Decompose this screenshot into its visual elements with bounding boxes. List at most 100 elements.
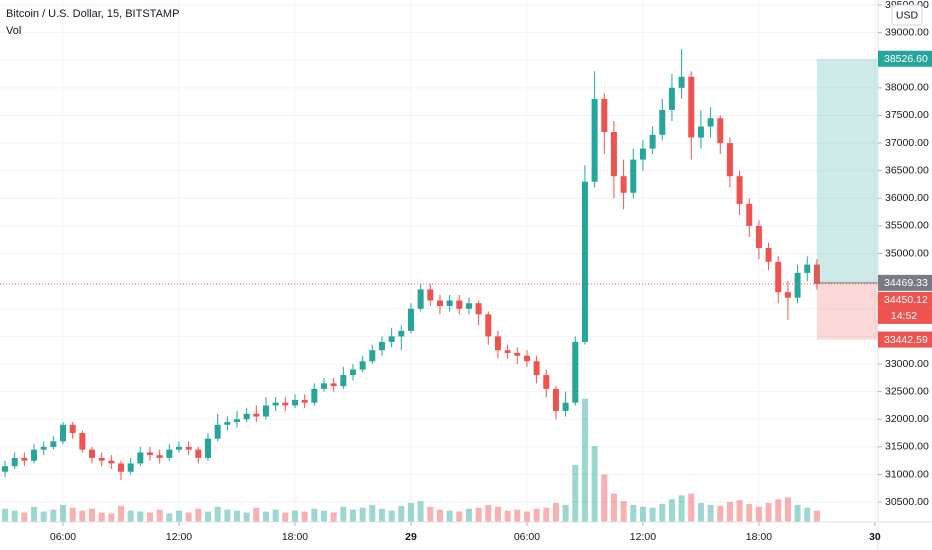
volume-bar [794, 504, 801, 522]
candle-body [79, 433, 86, 450]
y-tick-label: 36000.00 [885, 192, 929, 204]
volume-bar [40, 511, 47, 522]
candle-body [562, 402, 569, 411]
candle-body [340, 375, 347, 387]
volume-bar [784, 497, 791, 522]
volume-bar [369, 504, 376, 522]
volume-bar [89, 508, 96, 522]
volume-bar [407, 503, 414, 522]
volume-bar [427, 506, 434, 522]
candle-body [649, 134, 656, 149]
volume-bar [813, 510, 820, 522]
volume-bar [543, 507, 550, 522]
candle-body [552, 388, 559, 411]
volume-bar [378, 508, 385, 522]
volume-bar [195, 508, 202, 522]
candle-body [475, 303, 482, 315]
loss-zone [816, 282, 878, 340]
last-price-label-box [878, 291, 932, 308]
candle-body [456, 300, 463, 309]
chart-title: Bitcoin / U.S. Dollar, 15, BITSTAMP [6, 8, 179, 20]
volume-bar [697, 503, 704, 522]
candle-body [369, 350, 376, 362]
candle-body [784, 292, 791, 298]
volume-bar [243, 512, 250, 522]
volume-bar [79, 510, 86, 522]
volume-bar [446, 510, 453, 522]
candle-body [630, 159, 637, 193]
volume-bar [755, 506, 762, 522]
volume-bar [253, 507, 260, 522]
y-tick-label: 35500.00 [885, 220, 929, 232]
x-tick-label: 12:00 [166, 531, 192, 543]
volume-bar [494, 506, 501, 522]
volume-legend: Vol [6, 25, 21, 37]
y-tick-label: 32000.00 [885, 413, 929, 425]
y-tick-label: 30500.00 [885, 496, 929, 508]
y-tick-label: 35000.00 [885, 247, 929, 259]
y-tick-label: 31000.00 [885, 468, 929, 480]
candle-body [436, 300, 443, 307]
countdown-box [878, 307, 932, 324]
volume-bar [581, 398, 588, 522]
volume-bar [601, 474, 608, 522]
candle-body [89, 449, 96, 458]
stop-label-box [878, 331, 932, 348]
volume-bar [659, 503, 666, 522]
candle-body [330, 383, 337, 387]
candle-body [253, 413, 260, 417]
candle-body [301, 399, 308, 403]
volume-bar [330, 512, 337, 522]
candle-body [98, 457, 105, 461]
target-label: 38526.60 [884, 53, 928, 65]
volume-bar [475, 507, 482, 522]
volume-bar [456, 511, 463, 522]
x-tick-label: 30 [869, 531, 881, 543]
volume-bar [31, 506, 38, 522]
volume-bar [262, 511, 269, 522]
volume-bar [108, 513, 115, 522]
y-tick-label: 37000.00 [885, 137, 929, 149]
candle-body [775, 261, 782, 293]
volume-bar [205, 511, 211, 522]
volume-bar [224, 509, 231, 522]
candle-body [282, 402, 289, 406]
volume-bar [630, 504, 637, 522]
candle-body [166, 449, 173, 458]
volume-bar [562, 504, 569, 522]
candle-body [378, 341, 385, 351]
currency[interactable]: USD [896, 9, 919, 21]
y-tick-label: 31500.00 [885, 441, 929, 453]
candle-body [504, 350, 511, 353]
volume-bar [707, 504, 714, 522]
candle-body [243, 413, 250, 420]
candle-body [127, 463, 134, 472]
candle-body [118, 463, 125, 472]
y-tick-label: 36500.00 [885, 164, 929, 176]
candle-body [156, 455, 163, 458]
candle-body [572, 341, 579, 403]
entry-label-box [878, 274, 932, 291]
candle-body [591, 98, 598, 182]
candle-body [185, 446, 192, 450]
last-price-label: 34450.12 [884, 294, 928, 306]
candle-body [523, 355, 530, 362]
volume-bar [649, 507, 656, 522]
candle-body [311, 388, 318, 403]
candle-body [485, 314, 492, 337]
volume-bar [678, 495, 685, 522]
currency-box[interactable] [891, 4, 923, 26]
y-tick-label: 32500.00 [885, 385, 929, 397]
candle-body [108, 460, 115, 464]
entry-label: 34469.33 [884, 277, 928, 289]
x-tick-label: 29 [405, 531, 417, 543]
volume-bar [533, 508, 540, 522]
candle-body [214, 424, 221, 439]
candle-body [746, 203, 753, 226]
candle-body [707, 118, 714, 127]
volume-bar [185, 512, 192, 522]
volume-bar [552, 503, 559, 522]
volume-bar [291, 510, 298, 522]
candle-body [717, 118, 724, 144]
volume-bar [349, 509, 356, 522]
